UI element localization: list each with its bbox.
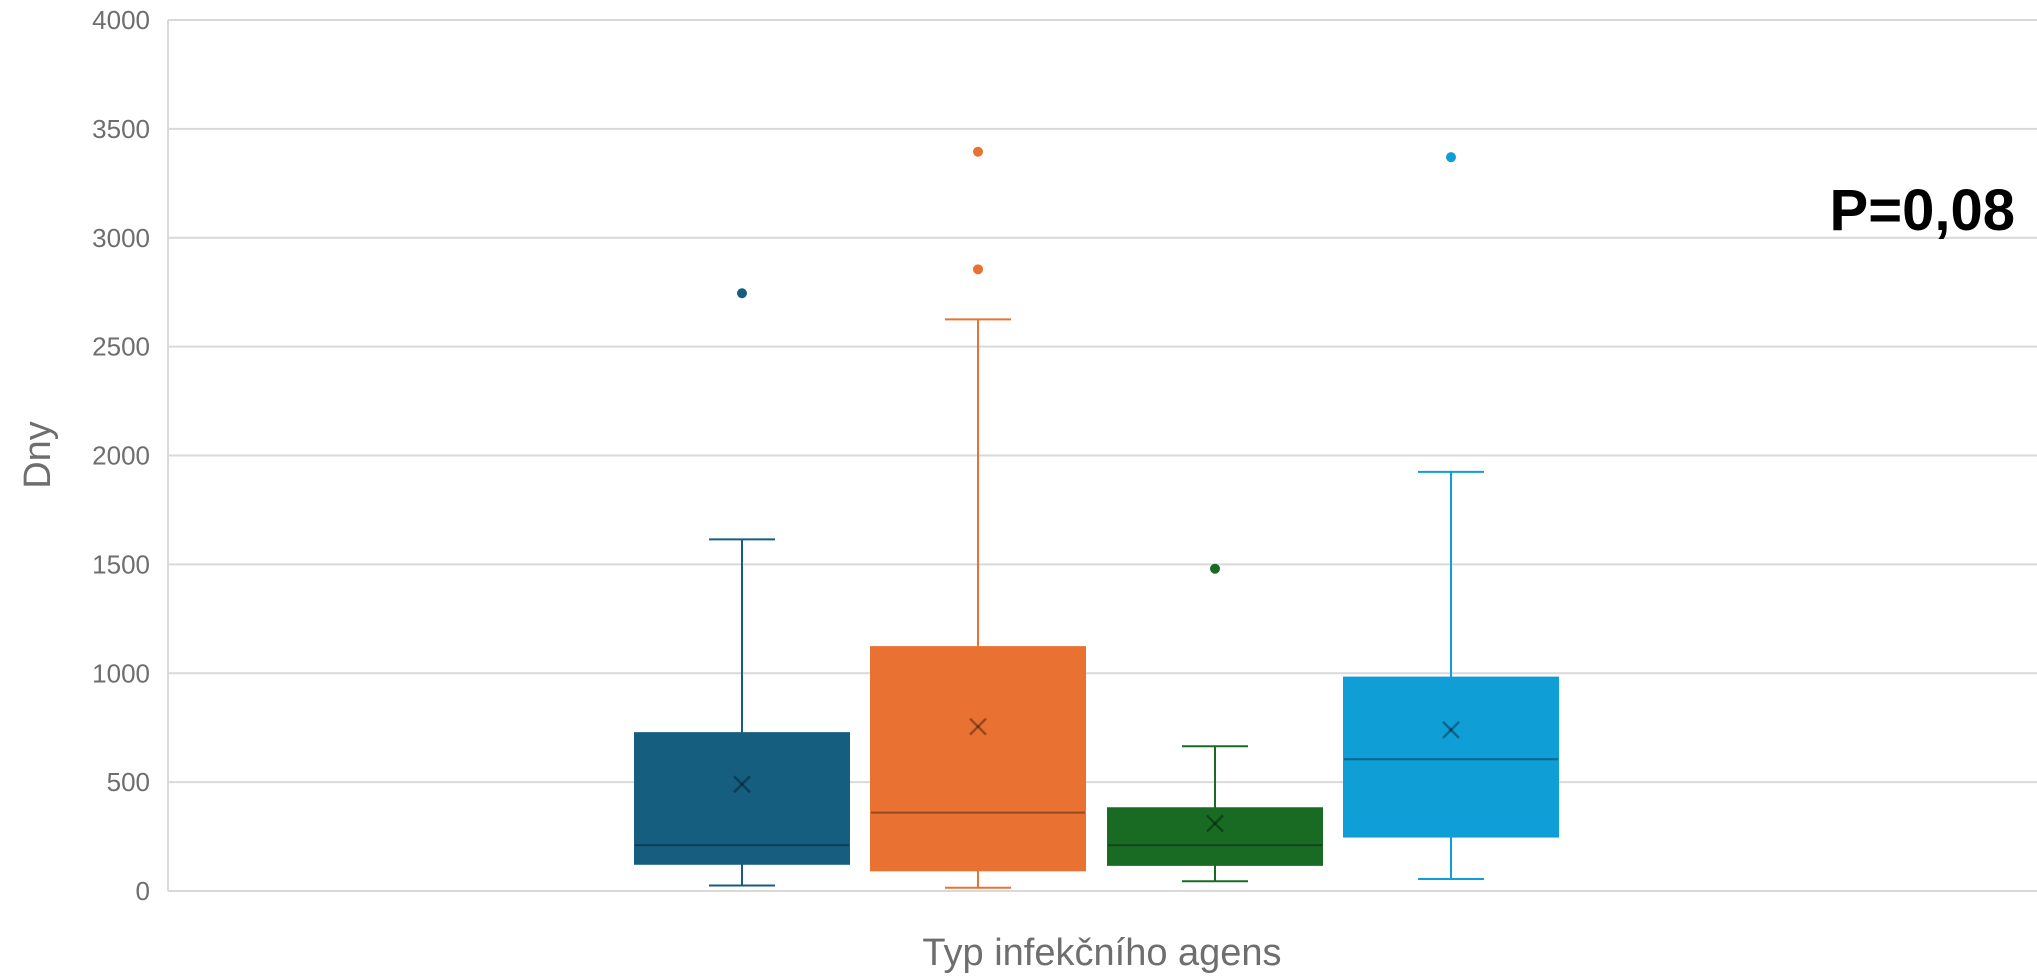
y-tick-label: 2000 [92, 441, 150, 471]
y-tick-label: 500 [107, 767, 150, 797]
outlier-point [973, 264, 983, 275]
y-tick-label: 2500 [92, 332, 150, 362]
mean-marker [969, 717, 987, 736]
y-tick-label: 3500 [92, 114, 150, 144]
outlier-point [1446, 152, 1456, 163]
p-value-annotation: P=0,08 [1830, 178, 2015, 243]
y-tick-label: 3000 [92, 223, 150, 253]
y-tick-label: 1500 [92, 549, 150, 579]
box-group [634, 288, 850, 887]
y-tick-label: 1000 [92, 658, 150, 688]
y-tick-labels: 0 500 1000 1500 2000 2500 3000 3500 4000 [92, 5, 150, 906]
mean-marker [1206, 814, 1224, 833]
x-axis-title: Typ infekčního agens [922, 932, 1281, 974]
box-iqr [1343, 676, 1559, 838]
y-tick-label: 4000 [92, 5, 150, 35]
outlier-point [737, 288, 747, 299]
gridlines [167, 19, 2037, 892]
box-iqr [870, 646, 1086, 872]
box-group [1343, 152, 1559, 881]
box-group [870, 146, 1086, 889]
mean-marker [733, 775, 751, 794]
y-tick-label: 0 [136, 876, 150, 906]
mean-marker [1206, 814, 1224, 833]
mean-marker [1442, 720, 1460, 739]
y-axis-title: Dny [17, 421, 59, 489]
mean-marker [969, 717, 987, 736]
mean-marker [1442, 720, 1460, 739]
outlier-point [1210, 563, 1220, 574]
box-iqr [634, 732, 850, 865]
mean-marker [733, 775, 751, 794]
outlier-point [973, 146, 983, 157]
box-series [634, 146, 1559, 889]
box-iqr [1107, 807, 1323, 866]
box-group [1107, 563, 1323, 883]
